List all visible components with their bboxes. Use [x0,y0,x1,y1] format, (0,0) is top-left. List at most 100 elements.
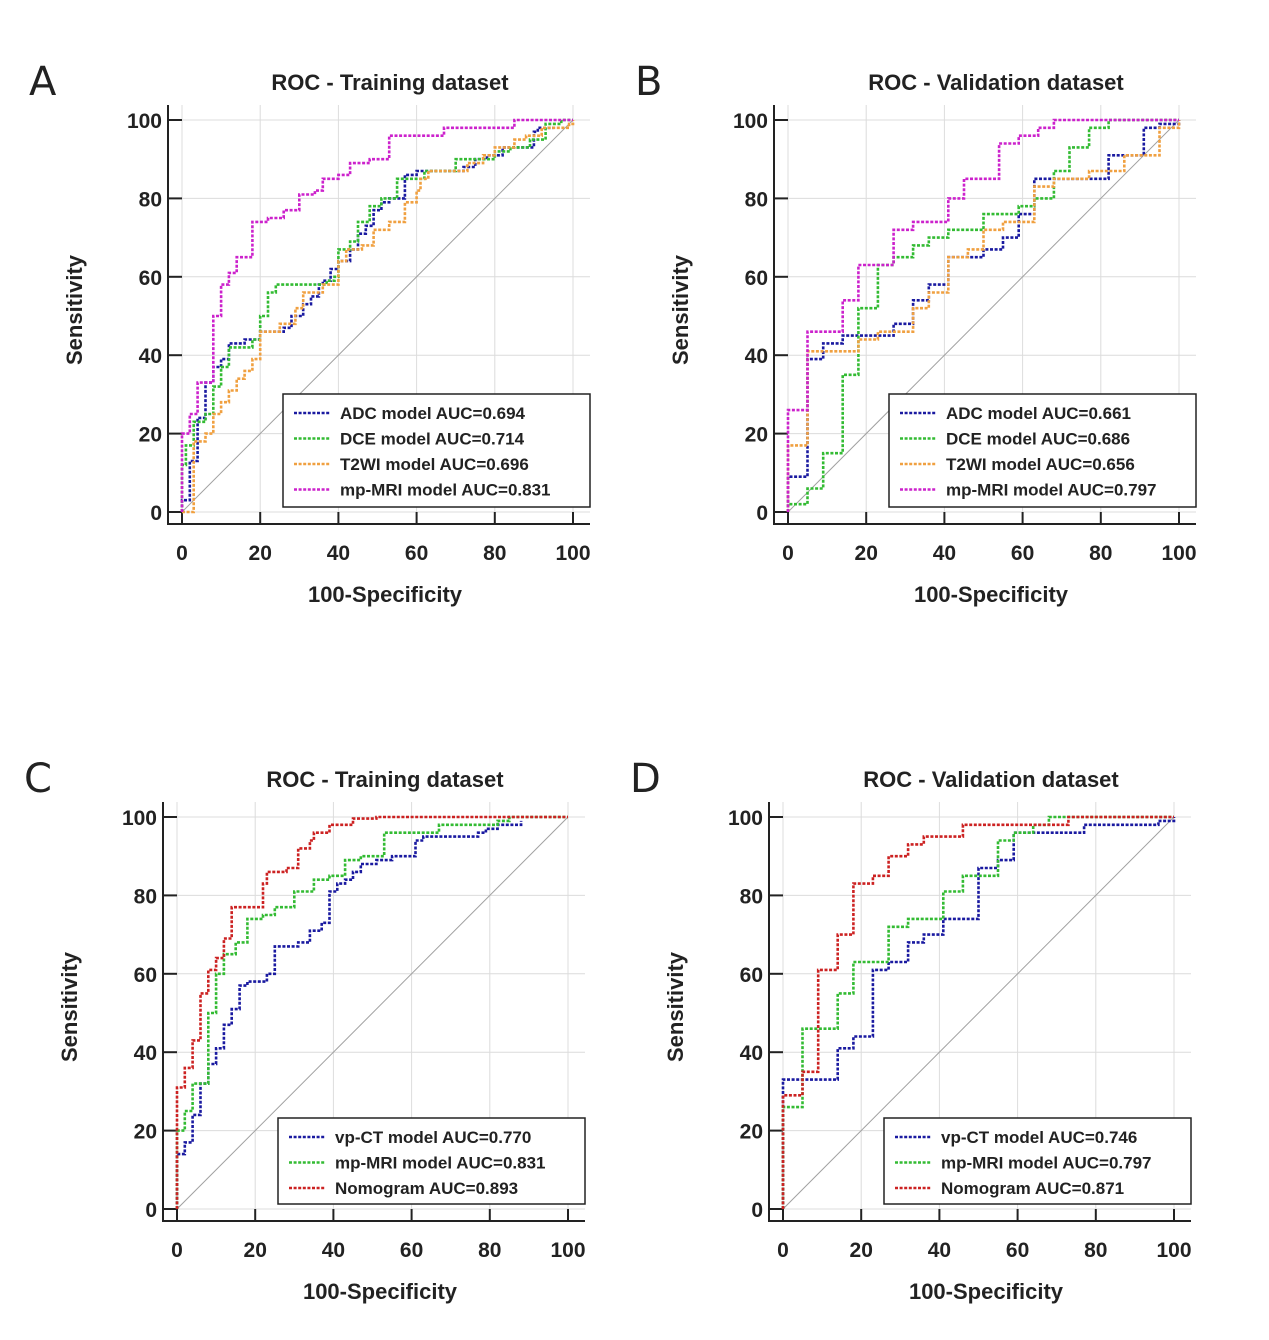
y-tick-label: 80 [745,188,768,211]
legend: vp-CT model AUC=0.770 mp-MRI model AUC=0.… [277,1117,586,1205]
panel-letter: A [29,59,57,105]
y-tick-label: 40 [139,345,162,368]
y-tick-label: 20 [740,1121,763,1144]
roc-curve-series-2 [786,120,1181,512]
y-tick-label: 100 [127,110,162,133]
roc-curve-series-1 [786,118,1179,512]
chart-title: ROC - Training dataset [266,767,504,792]
y-tick-label: 0 [150,502,162,525]
legend: ADC model AUC=0.661 DCE model AUC=0.686 T2… [888,393,1197,508]
x-tick-label: 60 [400,1239,423,1262]
reference-diagonal [176,816,569,1210]
x-tick-label: 0 [176,542,188,565]
x-tick-label: 40 [933,542,956,565]
y-tick-label: 100 [728,807,763,830]
roc-curve-series-3 [786,118,1179,512]
legend-label: vp-CT model AUC=0.746 [941,1128,1137,1147]
x-tick-label: 100 [555,542,590,565]
legend-box [883,1117,1192,1205]
y-tick-label: 100 [733,110,768,133]
y-tick-label: 80 [139,188,162,211]
legend-label: T2WI model AUC=0.696 [340,455,529,474]
roc-curve-series-1 [175,815,568,1209]
legend-label: DCE model AUC=0.714 [340,430,525,449]
legend-label: mp-MRI model AUC=0.831 [335,1154,546,1173]
x-tick-label: 40 [928,1239,951,1262]
x-tick-label: 20 [249,542,272,565]
y-tick-label: 0 [751,1199,763,1222]
legend-label: ADC model AUC=0.694 [340,404,526,423]
y-tick-label: 60 [134,964,157,987]
x-tick-label: 20 [850,1239,873,1262]
reference-diagonal [787,119,1180,513]
roc-curve-series-1 [781,815,1174,1209]
y-axis-label: Sensitivity [668,254,693,365]
y-axis-label: Sensitivity [57,951,82,1062]
x-axis-label: 100-Specificity [914,582,1069,607]
legend-box [888,393,1197,508]
y-tick-label: 100 [122,807,157,830]
x-tick-label: 20 [244,1239,267,1262]
y-tick-label: 60 [745,267,768,290]
y-tick-label: 20 [134,1121,157,1144]
x-tick-label: 80 [478,1239,501,1262]
x-tick-label: 100 [1161,542,1196,565]
y-tick-label: 60 [139,267,162,290]
x-tick-label: 40 [327,542,350,565]
y-tick-label: 0 [145,1199,157,1222]
legend-label: vp-CT model AUC=0.770 [335,1128,531,1147]
x-tick-label: 60 [405,542,428,565]
legend-box [282,393,591,508]
roc-panel-b: 0 20 40 60 80 100 0 20 40 60 80 100 B ROC - Validatio… [635,59,1197,607]
x-tick-label: 40 [322,1239,345,1262]
legend-label: mp-MRI model AUC=0.831 [340,481,551,500]
y-tick-label: 0 [756,502,768,525]
y-tick-label: 20 [745,424,768,447]
x-tick-label: 0 [777,1239,789,1262]
roc-panel-d: 0 20 40 60 80 100 0 20 40 60 80 100 D ROC - Validatio… [630,756,1192,1304]
legend-label: mp-MRI model AUC=0.797 [946,481,1157,500]
legend: vp-CT model AUC=0.746 mp-MRI model AUC=0.… [883,1117,1192,1205]
panel-letter: D [630,756,661,802]
x-tick-label: 60 [1011,542,1034,565]
legend-box [277,1117,586,1205]
chart-title: ROC - Validation dataset [863,767,1119,792]
chart-title: ROC - Training dataset [271,70,509,95]
y-tick-label: 80 [740,885,763,908]
y-tick-label: 40 [745,345,768,368]
reference-diagonal [782,816,1175,1210]
x-tick-label: 0 [171,1239,183,1262]
legend-label: ADC model AUC=0.661 [946,404,1131,423]
x-axis-label: 100-Specificity [303,1279,458,1304]
legend-label: T2WI model AUC=0.656 [946,455,1135,474]
x-tick-label: 0 [782,542,794,565]
legend: ADC model AUC=0.694 DCE model AUC=0.714 T2… [282,393,591,508]
legend-label: DCE model AUC=0.686 [946,430,1130,449]
legend-label: Nomogram AUC=0.871 [941,1179,1124,1198]
chart-title: ROC - Validation dataset [868,70,1124,95]
y-tick-label: 20 [139,424,162,447]
y-tick-label: 80 [134,885,157,908]
x-tick-label: 80 [1089,542,1112,565]
x-tick-label: 60 [1006,1239,1029,1262]
roc-curve-series-0 [781,817,1176,1209]
reference-diagonal [181,119,574,513]
legend-label: mp-MRI model AUC=0.797 [941,1154,1152,1173]
roc-panel-c: 0 20 40 60 80 100 0 20 40 60 80 100 C ROC - Training … [24,756,586,1304]
panel-letter: B [635,59,662,105]
x-tick-label: 20 [855,542,878,565]
y-tick-label: 40 [740,1042,763,1065]
y-axis-label: Sensitivity [62,254,87,365]
y-tick-label: 40 [134,1042,157,1065]
roc-curve-series-3 [180,118,573,512]
roc-panel-a: 0 20 40 60 80 100 0 20 40 60 80 100 A ROC - Training … [29,59,591,607]
panel-letter: C [24,756,52,802]
x-tick-label: 80 [1084,1239,1107,1262]
x-axis-label: 100-Specificity [909,1279,1064,1304]
roc-curve-series-2 [781,815,1174,1209]
y-tick-label: 60 [740,964,763,987]
legend-label: Nomogram AUC=0.893 [335,1179,518,1198]
x-axis-label: 100-Specificity [308,582,463,607]
x-tick-label: 100 [1156,1239,1191,1262]
